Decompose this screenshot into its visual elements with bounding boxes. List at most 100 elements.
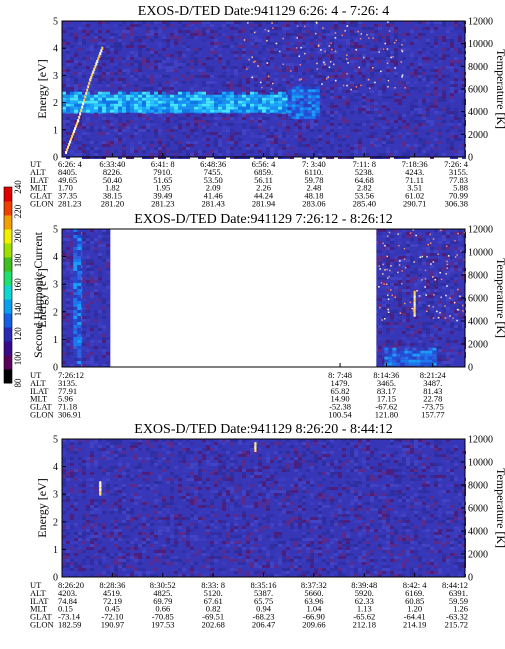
- noise-cell: [98, 90, 102, 93]
- noise-cell: [106, 36, 110, 39]
- noise-cell: [74, 66, 78, 69]
- noise-cell: [238, 30, 242, 33]
- noise-cell: [162, 87, 166, 90]
- scatter-point: [350, 88, 352, 91]
- noise-cell: [386, 36, 390, 39]
- noise-cell: [430, 235, 434, 238]
- scatter-point: [334, 79, 337, 82]
- noise-cell: [398, 132, 402, 135]
- table-cell: 37.35: [58, 191, 77, 201]
- noise-cell: [82, 144, 86, 147]
- noise-cell: [90, 54, 94, 57]
- noise-cell: [198, 42, 202, 45]
- noise-cell: [242, 126, 246, 129]
- band-cell: [274, 112, 278, 114]
- noise-cell: [430, 81, 434, 84]
- noise-cell: [458, 232, 462, 235]
- trace-point: [96, 59, 99, 63]
- noise-cell: [306, 144, 310, 147]
- noise-cell: [382, 256, 386, 259]
- scatter-point: [380, 70, 382, 73]
- band-cell: [106, 97, 110, 101]
- scatter-point: [282, 63, 285, 66]
- noise-cell: [354, 87, 358, 90]
- noise-cell: [70, 283, 74, 286]
- noise-cell: [462, 120, 466, 123]
- noise-cell: [122, 57, 126, 60]
- noise-cell: [270, 81, 274, 84]
- band-cell: [66, 112, 70, 114]
- noise-cell: [290, 63, 294, 66]
- band-cell: [190, 103, 194, 107]
- band-cell: [66, 109, 70, 113]
- noise-cell: [334, 69, 338, 72]
- noise-cell: [454, 307, 458, 310]
- noise-cell: [134, 132, 138, 135]
- noise-cell: [314, 72, 318, 75]
- table-cell: 2.48: [306, 183, 321, 193]
- noise-cell: [390, 36, 394, 39]
- noise-cell: [338, 108, 342, 111]
- noise-cell: [430, 253, 434, 256]
- noise-cell: [318, 135, 322, 138]
- noise-cell: [98, 283, 102, 286]
- noise-cell: [210, 36, 214, 39]
- noise-cell: [178, 27, 182, 30]
- scatter-point: [341, 34, 344, 37]
- noise-cell: [166, 81, 170, 84]
- noise-cell: [222, 129, 226, 132]
- scatter-point: [272, 27, 274, 29]
- band-cell: [242, 100, 246, 104]
- noise-cell: [394, 129, 398, 132]
- noise-cell: [326, 51, 330, 54]
- noise-cell: [310, 141, 314, 144]
- noise-cell: [274, 72, 278, 75]
- noise-cell: [214, 132, 218, 135]
- noise-cell: [218, 135, 222, 138]
- noise-cell: [454, 126, 458, 129]
- noise-cell: [454, 93, 458, 96]
- noise-cell: [146, 60, 150, 63]
- noise-cell: [282, 141, 286, 144]
- noise-cell: [386, 301, 390, 304]
- noise-cell: [422, 108, 426, 111]
- noise-cell: [150, 33, 154, 36]
- noise-cell: [310, 129, 314, 132]
- noise-cell: [338, 153, 342, 156]
- noise-cell: [454, 42, 458, 45]
- noise-cell: [178, 54, 182, 57]
- noise-cell: [190, 54, 194, 57]
- noise-cell: [462, 268, 466, 271]
- noise-cell: [462, 72, 466, 75]
- noise-cell: [450, 268, 454, 271]
- band-cell: [70, 94, 74, 98]
- noise-cell: [410, 66, 414, 69]
- noise-cell: [458, 63, 462, 66]
- noise-cell: [74, 57, 78, 60]
- noise-cell: [230, 117, 234, 120]
- noise-cell: [282, 120, 286, 123]
- noise-cell: [138, 36, 142, 39]
- band-cell: [266, 112, 270, 114]
- table-cell: 39.49: [153, 191, 172, 201]
- noise-cell: [138, 78, 142, 81]
- band-cell: [291, 104, 296, 108]
- noise-cell: [270, 66, 274, 69]
- noise-cell: [94, 280, 98, 283]
- noise-cell: [354, 69, 358, 72]
- noise-cell: [158, 150, 162, 153]
- noise-cell: [338, 54, 342, 57]
- noise-cell: [402, 229, 406, 232]
- noise-cell: [130, 78, 134, 81]
- noise-cell: [234, 72, 238, 75]
- noise-cell: [190, 141, 194, 144]
- noise-cell: [150, 21, 154, 24]
- noise-cell: [62, 316, 66, 319]
- noise-cell: [186, 33, 190, 36]
- noise-cell: [422, 72, 426, 75]
- noise-cell: [426, 262, 430, 265]
- noise-cell: [442, 132, 446, 135]
- noise-cell: [282, 54, 286, 57]
- noise-cell: [262, 42, 266, 45]
